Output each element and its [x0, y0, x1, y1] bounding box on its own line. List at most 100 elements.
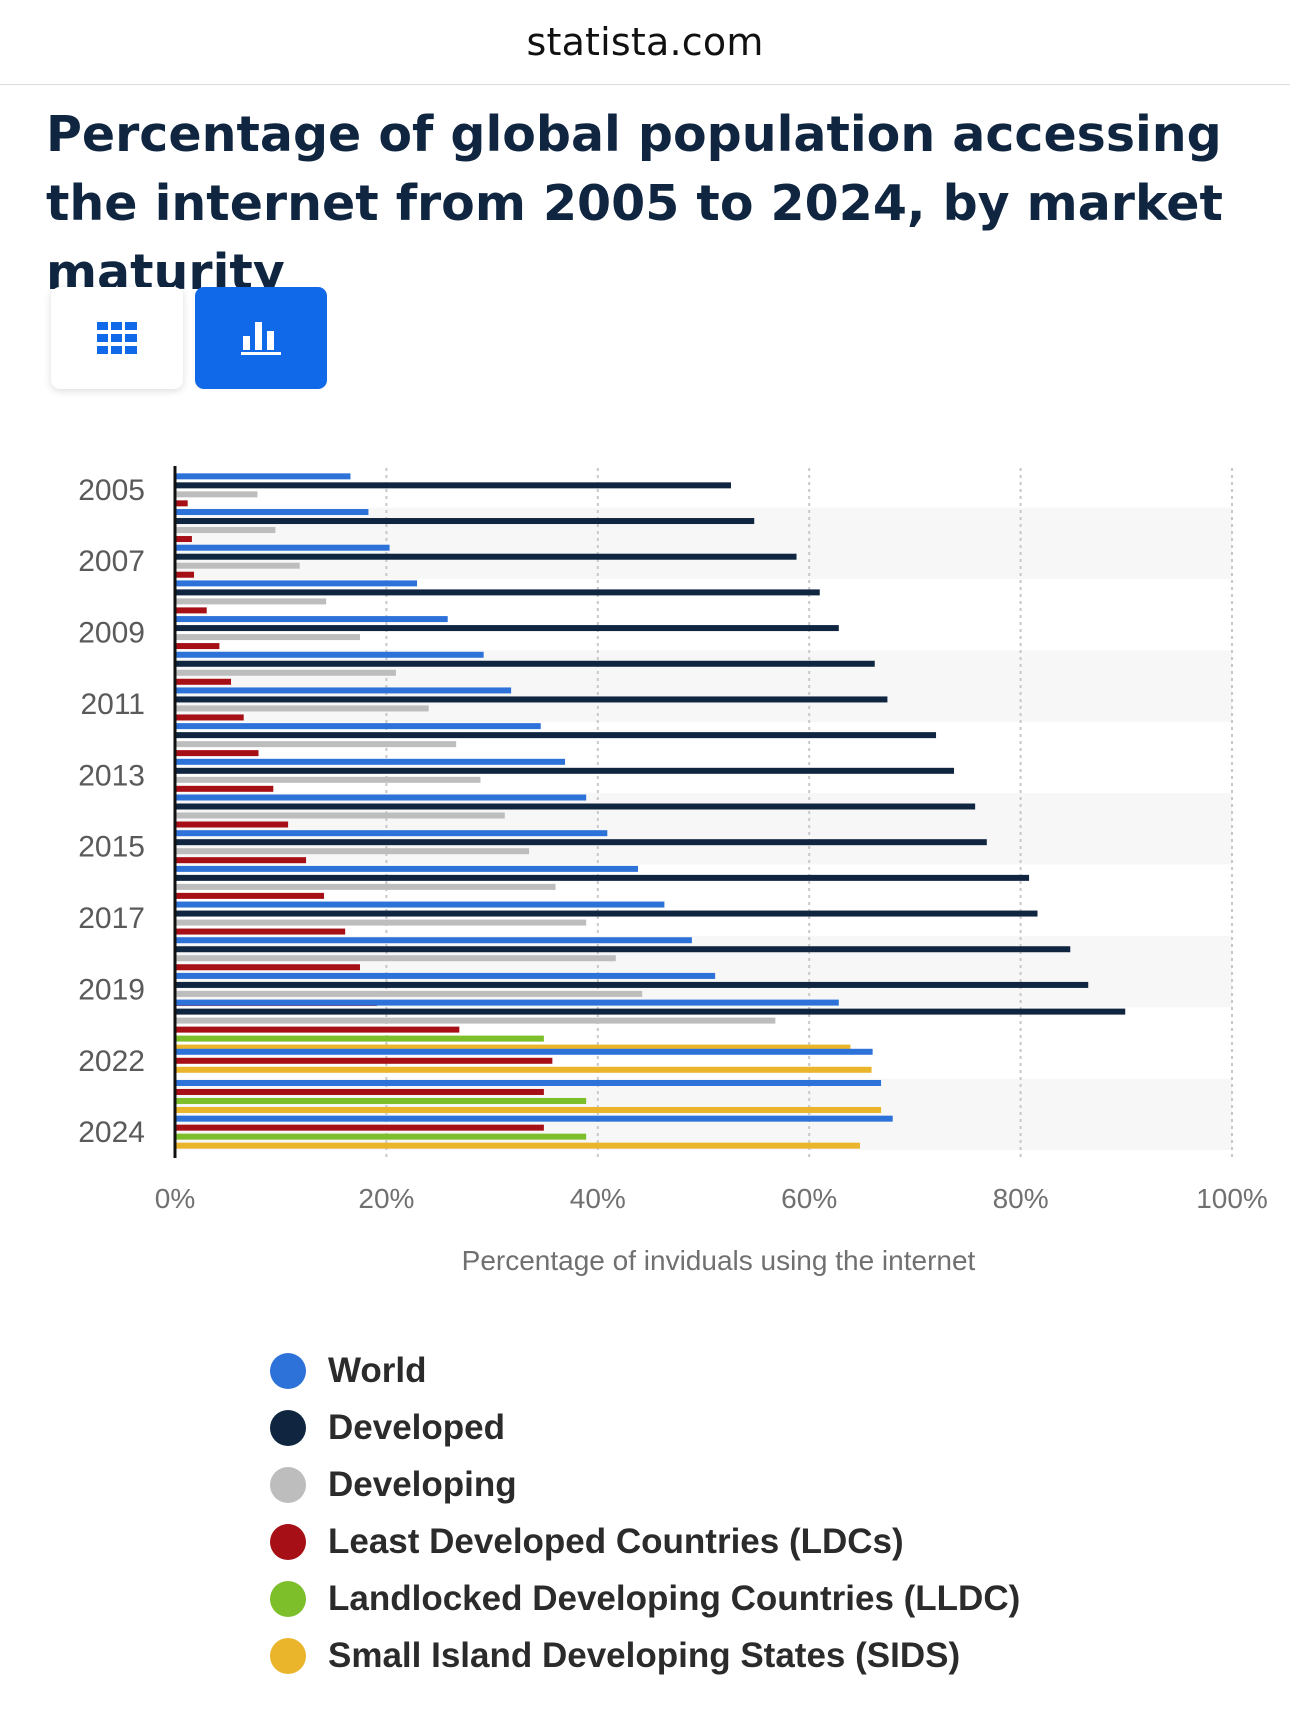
table-grid-icon [97, 322, 137, 354]
y-tick-label: 2024 [78, 1116, 145, 1149]
x-tick-label: 60% [781, 1183, 837, 1214]
bar [176, 928, 346, 935]
legend-label: Developing [328, 1464, 517, 1504]
legend-item-lldc[interactable]: Landlocked Developing Countries (LLDC) [270, 1570, 1020, 1627]
legend-swatch [270, 1466, 306, 1503]
bar [176, 1106, 882, 1113]
bar [176, 821, 289, 828]
x-tick-label: 100% [1196, 1183, 1268, 1214]
x-tick-label: 40% [570, 1183, 626, 1214]
x-tick-label: 20% [358, 1183, 414, 1214]
bar [176, 1008, 1126, 1015]
legend-label: Landlocked Developing Countries (LLDC) [328, 1578, 1021, 1618]
legend-label: Least Developed Countries (LDCs) [328, 1521, 904, 1561]
bar [176, 758, 566, 765]
bar [176, 1044, 851, 1051]
bar [176, 544, 390, 551]
bar [176, 732, 937, 739]
bar [176, 750, 259, 757]
bar [176, 865, 638, 872]
bar [176, 883, 556, 890]
bar [176, 580, 418, 587]
bar [176, 812, 505, 819]
legend-item-sids[interactable]: Small Island Developing States (SIDS) [270, 1627, 1020, 1684]
bar [176, 972, 716, 979]
bar [176, 1057, 553, 1064]
bar [176, 562, 300, 569]
bar [176, 616, 448, 623]
y-tick-label: 2005 [78, 474, 145, 507]
bar [176, 857, 307, 864]
bar [176, 473, 351, 480]
bar [176, 776, 481, 783]
x-axis-title: Percentage of inviduals using the intern… [462, 1245, 976, 1276]
legend-swatch [270, 1637, 306, 1674]
legend-label: World [328, 1350, 427, 1390]
bar [176, 874, 1030, 881]
bar [176, 1142, 860, 1149]
bar [176, 634, 360, 641]
bar [176, 723, 541, 730]
bar [176, 955, 616, 962]
bar [176, 571, 195, 578]
bar [176, 1088, 544, 1095]
bar [176, 553, 797, 560]
y-tick-label: 2007 [78, 545, 145, 578]
y-tick-label: 2022 [78, 1045, 145, 1078]
y-tick-label: 2019 [78, 973, 145, 1006]
legend-item-ldcs[interactable]: Least Developed Countries (LDCs) [270, 1513, 1020, 1570]
legend-swatch [270, 1580, 306, 1617]
bar [176, 1097, 587, 1104]
table-view-button[interactable] [51, 287, 183, 389]
bar [176, 1035, 544, 1042]
bar [176, 696, 888, 703]
bar [176, 964, 360, 971]
legend-item-developed[interactable]: Developed [270, 1399, 1020, 1456]
bar [176, 607, 207, 614]
bar [176, 981, 1089, 988]
chart-view-button[interactable] [195, 287, 327, 389]
bar [176, 669, 396, 676]
bar [176, 785, 274, 792]
y-tick-label: 2009 [78, 617, 145, 650]
bar [176, 919, 587, 926]
bar [176, 1048, 873, 1055]
bar [176, 491, 258, 498]
bar [176, 625, 839, 632]
bar-chart-icon [241, 322, 281, 355]
legend-swatch [270, 1409, 306, 1446]
bar [176, 848, 530, 855]
bar [176, 937, 692, 944]
bar [176, 482, 731, 489]
bar [176, 527, 276, 534]
bar [176, 767, 955, 774]
bar [176, 589, 820, 596]
bar [176, 1017, 776, 1024]
bar [176, 643, 220, 650]
bar [176, 999, 839, 1006]
bar [176, 1124, 544, 1131]
y-tick-label: 2013 [78, 759, 145, 792]
bar [176, 794, 587, 801]
bar [176, 892, 325, 899]
bar [176, 660, 875, 667]
bar [176, 518, 755, 525]
site-name[interactable]: statista.com [526, 20, 764, 64]
bar [176, 536, 192, 543]
bar [176, 946, 1071, 953]
bar [176, 910, 1038, 917]
bar [176, 705, 429, 712]
legend-label: Small Island Developing States (SIDS) [328, 1635, 961, 1675]
y-tick-label: 2017 [78, 902, 145, 935]
bar [176, 651, 484, 658]
bar [176, 990, 643, 997]
legend-item-world[interactable]: World [270, 1342, 1020, 1399]
legend: World Developed Developing Least Develop… [270, 1342, 1020, 1684]
bar [176, 901, 665, 908]
bar [176, 500, 188, 507]
legend-swatch [270, 1352, 306, 1389]
bar [176, 687, 512, 694]
bar [176, 1133, 587, 1140]
legend-item-developing[interactable]: Developing [270, 1456, 1020, 1513]
y-tick-label: 2011 [80, 688, 145, 721]
